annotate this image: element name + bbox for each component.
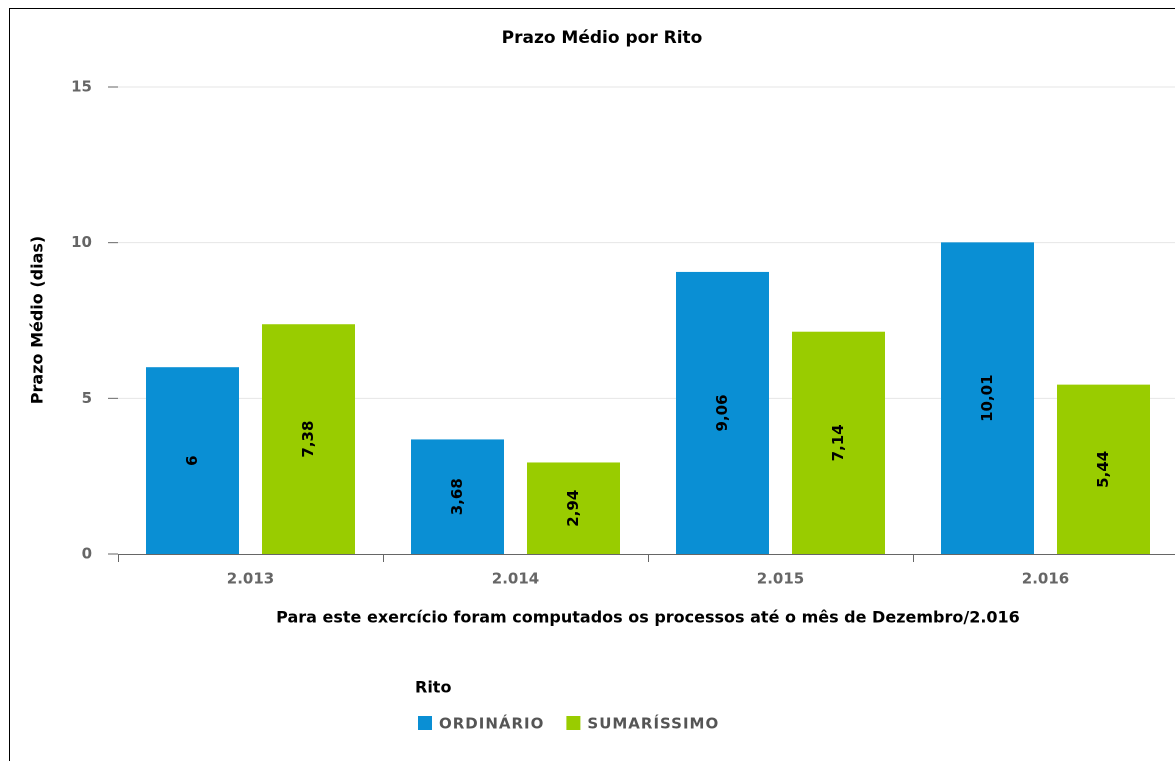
bar xyxy=(792,331,885,554)
bar-value-label: 7,14 xyxy=(829,424,847,461)
bar-value-label: 7,38 xyxy=(299,421,317,458)
bar xyxy=(527,462,620,554)
bar-value-label: 3,68 xyxy=(448,478,466,515)
bar xyxy=(262,324,355,554)
y-tick-label: 15 xyxy=(71,78,92,96)
bar-value-label: 5,44 xyxy=(1094,451,1112,488)
bar xyxy=(411,439,504,554)
chart-title: Prazo Médio por Rito xyxy=(502,28,703,48)
bar-value-label: 10,01 xyxy=(978,374,996,421)
legend-swatch xyxy=(418,716,432,730)
x-tick-label: 2.013 xyxy=(227,570,274,588)
x-tick-label: 2.016 xyxy=(1022,570,1069,588)
y-tick-label: 0 xyxy=(82,545,92,563)
y-tick-label: 10 xyxy=(71,233,92,251)
x-tick-label: 2.014 xyxy=(492,570,539,588)
legend-swatch xyxy=(566,716,581,730)
bar-value-label: 2,94 xyxy=(564,490,582,527)
legend-title: Rito xyxy=(415,678,451,697)
bar-value-label: 6 xyxy=(183,455,201,465)
legend-label: ORDINÁRIO xyxy=(439,714,544,733)
bar xyxy=(676,271,769,554)
bar xyxy=(146,367,239,554)
bar xyxy=(1057,384,1150,554)
y-tick-label: 5 xyxy=(82,389,92,407)
x-axis-label: Para este exercício foram computados os … xyxy=(276,608,1020,627)
bar-value-label: 9,06 xyxy=(713,394,731,431)
y-axis-label: Prazo Médio (dias) xyxy=(28,236,47,404)
bar xyxy=(941,242,1034,554)
legend-label: SUMARÍSSIMO xyxy=(587,714,719,733)
x-tick-label: 2.015 xyxy=(757,570,804,588)
